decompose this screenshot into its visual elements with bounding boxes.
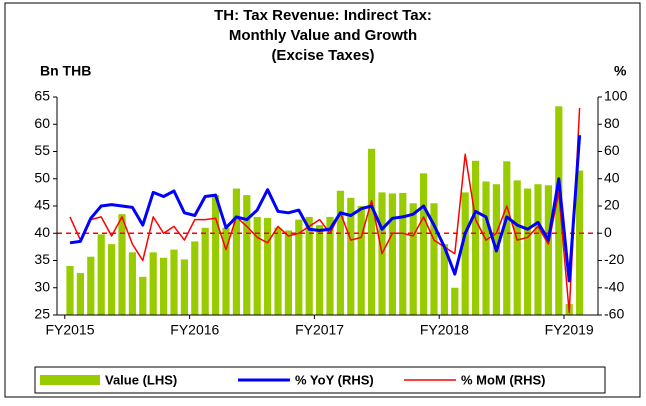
line-series xyxy=(69,135,582,283)
chart-frame xyxy=(4,2,641,398)
bar xyxy=(451,287,459,315)
y2-tick-label: 100 xyxy=(604,88,628,104)
y-tick-label: 30 xyxy=(34,278,50,294)
bar xyxy=(170,249,178,315)
legend-label: % MoM (RHS) xyxy=(461,372,546,387)
bar xyxy=(388,193,396,315)
legend-label: % YoY (RHS) xyxy=(295,372,374,387)
bar xyxy=(108,244,116,315)
x-tick-label: FY2018 xyxy=(420,322,469,338)
bar xyxy=(482,181,490,315)
bar xyxy=(357,206,365,315)
bar xyxy=(399,192,407,315)
bar xyxy=(191,241,199,315)
bar xyxy=(503,161,511,315)
y2-axis-label: % xyxy=(614,63,627,79)
bar xyxy=(409,203,417,315)
y2-tick-label: -40 xyxy=(604,278,624,294)
bar xyxy=(368,148,376,315)
bar xyxy=(201,227,209,315)
y2-tick-label: -60 xyxy=(604,306,624,322)
bar xyxy=(534,184,542,315)
bar xyxy=(576,170,584,315)
y-tick-label: 45 xyxy=(34,197,50,213)
x-tick-label: FY2019 xyxy=(545,322,594,338)
bar xyxy=(513,180,521,315)
legend-box xyxy=(34,366,606,394)
y-axis-label: Bn THB xyxy=(40,63,91,79)
bar xyxy=(347,197,355,315)
bar xyxy=(440,244,448,315)
bar xyxy=(274,227,282,315)
y-tick-label: 35 xyxy=(34,251,50,267)
bar xyxy=(555,106,563,315)
y-tick-label: 50 xyxy=(34,169,50,185)
bar xyxy=(139,276,147,315)
bar xyxy=(128,252,136,315)
y-tick-label: 65 xyxy=(34,88,50,104)
bar xyxy=(232,188,240,315)
y2-tick-label: -20 xyxy=(604,251,624,267)
bar xyxy=(264,217,272,315)
y2-tick-label: 0 xyxy=(604,224,612,240)
y-tick-label: 40 xyxy=(34,224,50,240)
bar xyxy=(284,230,292,315)
bar xyxy=(87,256,95,315)
chart-title: (Excise Taxes) xyxy=(271,47,374,64)
bar xyxy=(544,185,552,315)
bar xyxy=(212,195,220,315)
legend-label: Value (LHS) xyxy=(105,372,177,387)
bar xyxy=(524,188,532,315)
bar xyxy=(336,190,344,315)
bar xyxy=(243,195,251,315)
bar xyxy=(66,265,74,315)
y2-tick-label: 80 xyxy=(604,115,620,131)
bar xyxy=(97,234,105,315)
bar xyxy=(295,219,303,315)
x-tick-label: FY2015 xyxy=(45,322,94,338)
y2-tick-label: 60 xyxy=(604,142,620,158)
y2-tick-label: 40 xyxy=(604,169,620,185)
bar xyxy=(149,252,157,315)
y-tick-label: 55 xyxy=(34,142,50,158)
bar xyxy=(305,216,313,315)
bar xyxy=(472,160,480,315)
chart-title: Monthly Value and Growth xyxy=(229,27,417,44)
bar xyxy=(222,227,230,315)
bar xyxy=(461,192,469,315)
x-tick-label: FY2017 xyxy=(295,322,344,338)
bar xyxy=(420,173,428,315)
bar xyxy=(253,216,261,315)
chart-title: TH: Tax Revenue: Indirect Tax: xyxy=(214,7,432,24)
bar xyxy=(430,203,438,315)
bar xyxy=(76,273,84,315)
bar xyxy=(180,259,188,315)
bar xyxy=(316,225,324,315)
legend-swatch xyxy=(40,375,100,385)
y-tick-label: 60 xyxy=(34,115,50,131)
line-series xyxy=(69,107,581,314)
x-tick-label: FY2016 xyxy=(170,322,219,338)
bar xyxy=(118,214,126,315)
y-tick-label: 25 xyxy=(34,306,50,322)
bar xyxy=(160,257,168,315)
y2-tick-label: 20 xyxy=(604,197,620,213)
bar xyxy=(326,216,334,315)
